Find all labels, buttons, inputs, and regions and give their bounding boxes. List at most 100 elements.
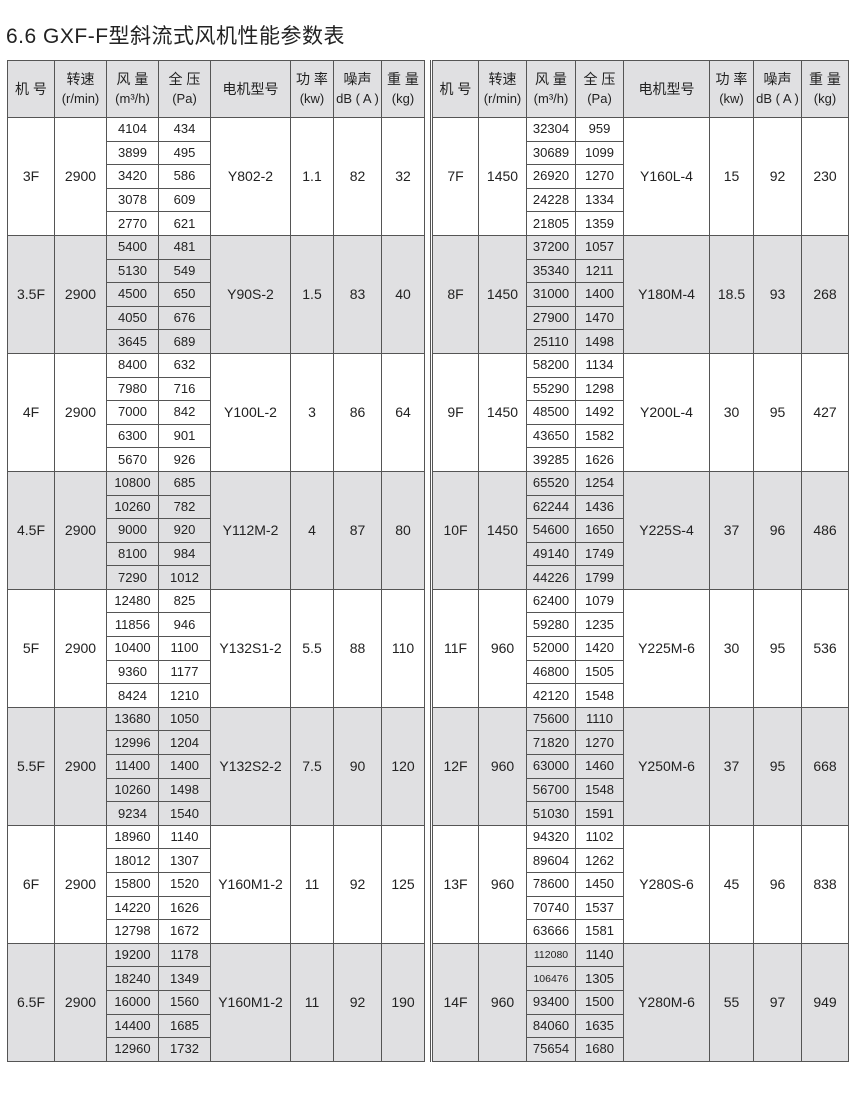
speed: 960 [478, 824, 527, 944]
airflow: 5130 [106, 258, 159, 284]
power: 55 [709, 942, 754, 1062]
airflow: 11400 [106, 754, 159, 779]
header-power: 功 率 (kw) [290, 60, 334, 118]
fan-model: 5.5F [7, 706, 55, 826]
power: 30 [709, 352, 754, 472]
airflow: 32304 [526, 117, 576, 142]
header-weight: 重 量 (kg) [381, 60, 425, 118]
header-motor-model: 电机型号 [623, 60, 710, 118]
weight: 838 [801, 824, 849, 944]
pressure: 1057 [575, 234, 624, 260]
airflow: 35340 [526, 258, 576, 284]
table-row: 4050 676 [8, 305, 425, 331]
airflow: 3899 [106, 140, 159, 166]
table-row: 3899 495 [8, 140, 425, 166]
motor-model: Y160L-4 [623, 117, 710, 236]
table-row: 5.5F 2900 13680 1050 Y132S2-2 7.5 90 120 [7, 706, 425, 826]
table-row: 48500 1492 [432, 400, 849, 425]
motor-model: Y90S-2 [210, 234, 291, 354]
table-row: 5130 549 [8, 258, 425, 284]
airflow: 7290 [106, 565, 159, 590]
airflow: 106476 [526, 966, 576, 991]
table-row: 55290 1298 [432, 376, 849, 402]
weight: 125 [381, 824, 425, 944]
fan-spec-table-left: 机 号 转速 (r/min) 风 量 (m³/h) 全 压 (Pa) 电机型号 功 率 (kw) 噪… [7, 60, 425, 1062]
motor-model: Y132S2-2 [210, 706, 291, 826]
power: 4 [290, 470, 334, 590]
header-weight: 重 量 (kg) [801, 60, 849, 118]
pressure: 481 [158, 234, 211, 260]
airflow: 46800 [526, 659, 576, 685]
pressure: 1591 [575, 801, 624, 826]
pressure: 1270 [575, 164, 624, 189]
weight: 120 [381, 706, 425, 826]
table-row: 42120 1548 [432, 683, 849, 708]
airflow: 9360 [106, 659, 159, 685]
table-row: 7000 842 [8, 400, 425, 425]
fan-model: 12F [431, 706, 479, 826]
pressure: 1799 [575, 565, 624, 590]
pressure: 1492 [575, 400, 624, 425]
pressure: 1626 [575, 447, 624, 472]
airflow: 2770 [106, 211, 159, 236]
pressure: 1140 [575, 942, 624, 968]
pressure: 1400 [575, 282, 624, 307]
table-row: 3.5F 2900 5400 481 Y90S-2 1.5 83 40 [7, 234, 425, 354]
header-pressure: 全 压 (Pa) [158, 60, 211, 118]
noise: 93 [753, 234, 802, 354]
header-model: 机 号 [431, 60, 479, 118]
header-power: 功 率 (kw) [709, 60, 754, 118]
table-row: 11400 1400 [8, 754, 425, 779]
airflow: 78600 [526, 872, 576, 897]
weight: 268 [801, 234, 849, 354]
pressure: 1099 [575, 140, 624, 166]
table-row: 15800 1520 [8, 872, 425, 897]
airflow: 4500 [106, 282, 159, 307]
power: 5.5 [290, 588, 334, 708]
airflow: 93400 [526, 989, 576, 1015]
pressure: 1436 [575, 494, 624, 520]
header-pressure: 全 压 (Pa) [575, 60, 624, 118]
motor-model: Y225M-6 [623, 588, 710, 708]
pressure: 1359 [575, 211, 624, 236]
header-airflow: 风 量 (m³/h) [106, 60, 159, 118]
table-row: 39285 1626 [432, 447, 849, 472]
weight: 486 [801, 470, 849, 590]
table-row: 44226 1799 [432, 565, 849, 590]
noise: 87 [333, 470, 382, 590]
pressure: 1254 [575, 470, 624, 496]
fan-model: 11F [431, 588, 479, 708]
table-row: 63666 1581 [432, 919, 849, 944]
fan-model: 10F [431, 470, 479, 590]
header-label: 电机型号 [638, 80, 695, 97]
pressure: 1100 [158, 636, 211, 661]
speed: 960 [478, 942, 527, 1062]
pressure: 1732 [158, 1037, 211, 1062]
airflow: 54600 [526, 518, 576, 543]
airflow: 43650 [526, 423, 576, 449]
airflow: 4050 [106, 305, 159, 331]
table-row: 14F 960 112080 1140 Y280M-6 55 97 949 [431, 942, 849, 1062]
pressure: 926 [158, 447, 211, 472]
motor-model: Y280S-6 [623, 824, 710, 944]
speed: 960 [478, 706, 527, 826]
table-row: 49140 1749 [432, 541, 849, 567]
table-row: 12798 1672 [8, 919, 425, 944]
power: 7.5 [290, 706, 334, 826]
pressure: 1012 [158, 565, 211, 590]
noise: 90 [333, 706, 382, 826]
airflow: 8424 [106, 683, 159, 708]
airflow: 25110 [526, 329, 576, 354]
pressure: 1079 [575, 588, 624, 614]
airflow: 24228 [526, 187, 576, 213]
speed: 2900 [54, 824, 107, 944]
airflow: 7980 [106, 376, 159, 402]
airflow: 26920 [526, 164, 576, 189]
airflow: 8400 [106, 352, 159, 378]
pressure: 1537 [575, 895, 624, 921]
header-label: 风 量 [535, 71, 567, 87]
table-row: 9000 920 [8, 518, 425, 543]
pressure: 685 [158, 470, 211, 496]
table-row: 18240 1349 [8, 966, 425, 991]
airflow: 8100 [106, 541, 159, 567]
